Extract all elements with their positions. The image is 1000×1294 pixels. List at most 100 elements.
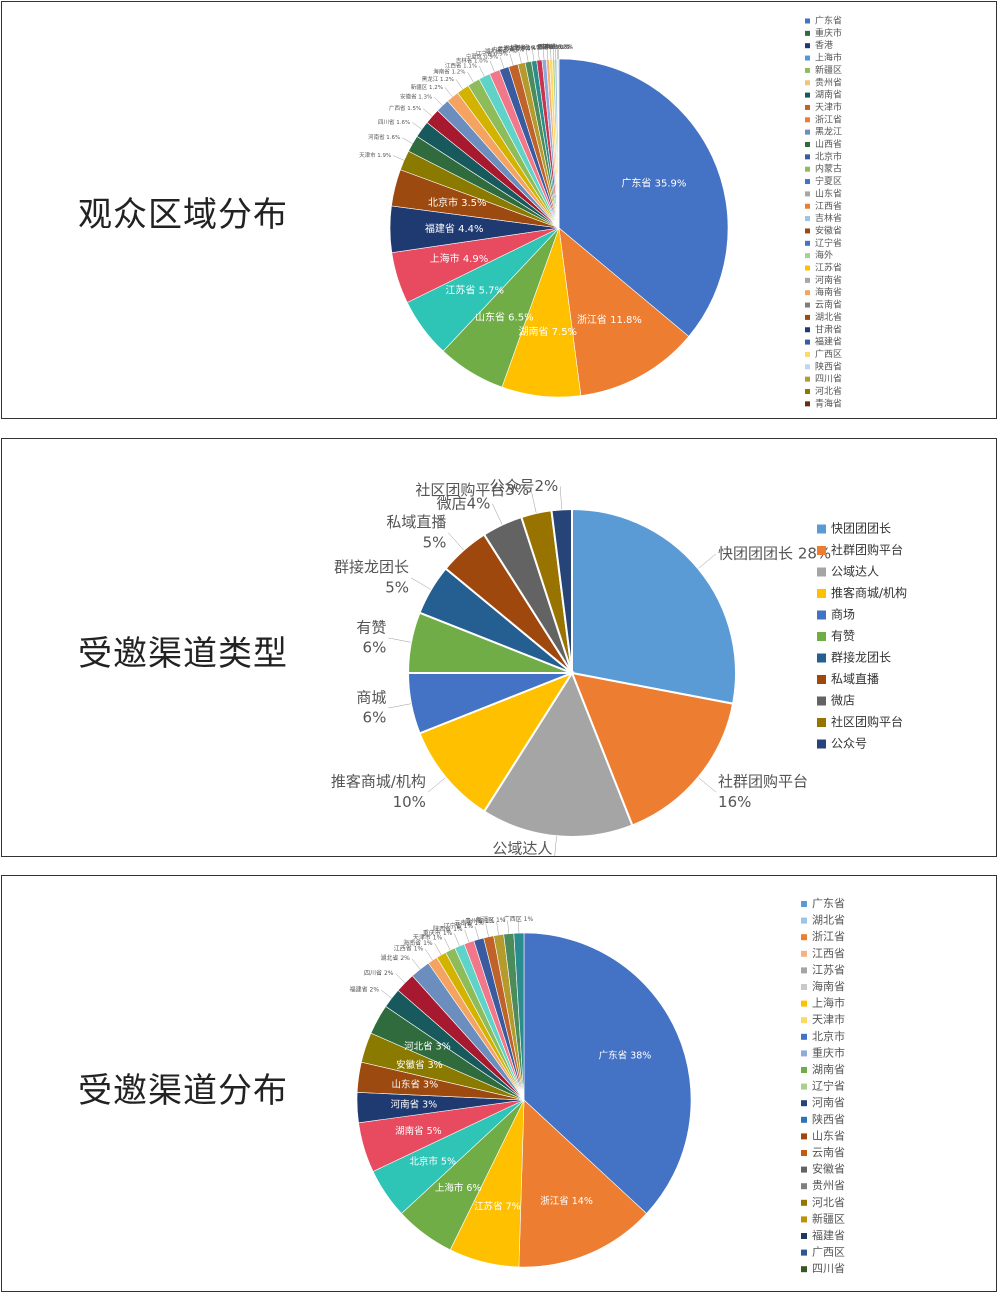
leader-line [532,49,535,61]
legend-swatch [817,589,826,598]
leader-line [425,948,433,961]
legend-label: 湖北省 [812,914,845,927]
legend-swatch [805,240,810,246]
leader-line [454,933,460,947]
legend-label: 广东省 [812,897,845,910]
legend-swatch [801,1000,807,1007]
legend-swatch [801,950,807,957]
slice-label: 快团团团长 28% [718,544,831,562]
legend-swatch [817,610,826,620]
leader-line [393,155,405,161]
legend-label: 广西区 [812,1246,845,1259]
legend-swatch [805,117,810,123]
slice-label: 宁夏区 0.9% [466,53,498,61]
slice-label: 河南省 3% [391,1099,438,1111]
slice-label: 天津市 1% [413,934,443,942]
leader-line [550,47,552,60]
audience-region-pie-chart: 广东省 35.9% 浙江省 11.8%湖南省 7.5% 山东省 6.5% 江苏省 5.… [359,15,842,410]
slice-label: 安徽省 3% [396,1059,443,1071]
leader-line [474,926,479,940]
leader-line [412,122,422,130]
legend-label: 江苏省 [815,262,842,274]
slice-label: 有赞 6% [356,618,386,656]
leader-line [448,532,464,551]
legend-label: 贵州省 [812,1179,845,1192]
leader-line [410,577,431,590]
slice-label: 北京市 3.5% [428,196,487,209]
slice-label: 私域直播 5% [386,513,446,551]
legend-swatch [805,104,810,110]
legend-label: 海外 [815,249,833,261]
legend-label: 北京市 [815,150,842,162]
slice-label: 新疆区 1% [476,916,506,924]
legend-label: 河南省 [815,274,842,286]
leader-line [478,65,485,77]
pie-slice-浙江省 [558,227,690,396]
leader-line [444,938,451,951]
legend-swatch [801,1083,807,1090]
slice-label: 江苏省 5.7% [445,283,504,296]
leader-line [518,51,522,64]
legend-swatch [817,653,826,663]
legend-label: 四川省 [815,373,842,385]
legend-label: 江苏省 [812,963,845,976]
legend-label: 重庆市 [815,27,842,39]
legend-label: 社群团购平台 [831,542,903,557]
legend-swatch [805,142,810,147]
leader-line [434,96,443,106]
legend-swatch [805,67,810,73]
legend-swatch [805,43,810,49]
legend-label: 山东省 [812,1129,845,1142]
panel-title: 受邀渠道类型 [78,634,288,674]
legend-label: 江西省 [812,947,845,960]
slice-label: 黑龙江 1.2% [422,75,454,83]
legend-label: 社区团购平台 [831,714,903,729]
legend-label: 江西省 [815,200,842,212]
slice-label: 广东省 38% [599,1049,652,1061]
legend-label: 香港 [815,39,833,51]
legend-label: 私域直播 [831,672,879,686]
legend-label: 新疆区 [815,64,842,76]
legend-label: 北京市 [812,1029,845,1043]
legend-label: 陕西省 [815,360,842,372]
legend-swatch [801,917,807,924]
slice-label: 山东省 3% [392,1078,439,1090]
leader-line [499,56,505,69]
legend-label: 黑龙江 [815,126,842,138]
slice-label: 微店4% [437,494,491,512]
slice-label: 安徽省 1.3% [400,93,432,101]
slice-label: 广西省 1.5% [389,104,421,112]
legend-label: 快团团团长 [831,522,891,536]
legend-swatch [817,718,826,727]
legend-label: 有赞 [831,629,855,643]
slice-label: 河南省 1.6% [368,133,400,141]
legend-label: 辽宁省 [812,1079,845,1093]
leader-line [530,490,537,514]
legend-label: 青海省 [815,397,842,409]
legend-label: 福建省 [812,1228,845,1242]
slice-label: 海南省 1% [403,939,433,947]
panel-title: 受邀渠道分布 [78,1071,288,1111]
slice-label: 推客商城/机构 10% [331,773,426,811]
slice-label: 重庆市 0.2% [537,43,569,51]
leader-line [525,50,529,62]
panel-audience-region: 观众区域分布 广东省 35.9% 浙江省 11.8% 湖南省 7.5% 山东省 6.5… [1,1,997,419]
legend-swatch [801,1150,807,1156]
legend-swatch [801,1166,807,1173]
slice-label: 吉林省 1.0% [456,56,488,64]
legend-swatch [805,389,810,394]
legend-swatch [805,154,810,160]
legend-label: 贵州省 [815,76,842,88]
leader-line [554,836,557,856]
leader-line [492,503,503,525]
legend-label: 云南省 [812,1146,845,1159]
legend-swatch [805,401,810,407]
legend-label: 湖南省 [812,1063,845,1076]
legend-swatch [805,253,810,259]
legend-swatch [805,179,810,185]
legend-swatch [801,1249,807,1256]
leader-line [698,553,717,569]
legend-swatch [801,1017,807,1024]
legend-label: 浙江省 [812,930,845,943]
